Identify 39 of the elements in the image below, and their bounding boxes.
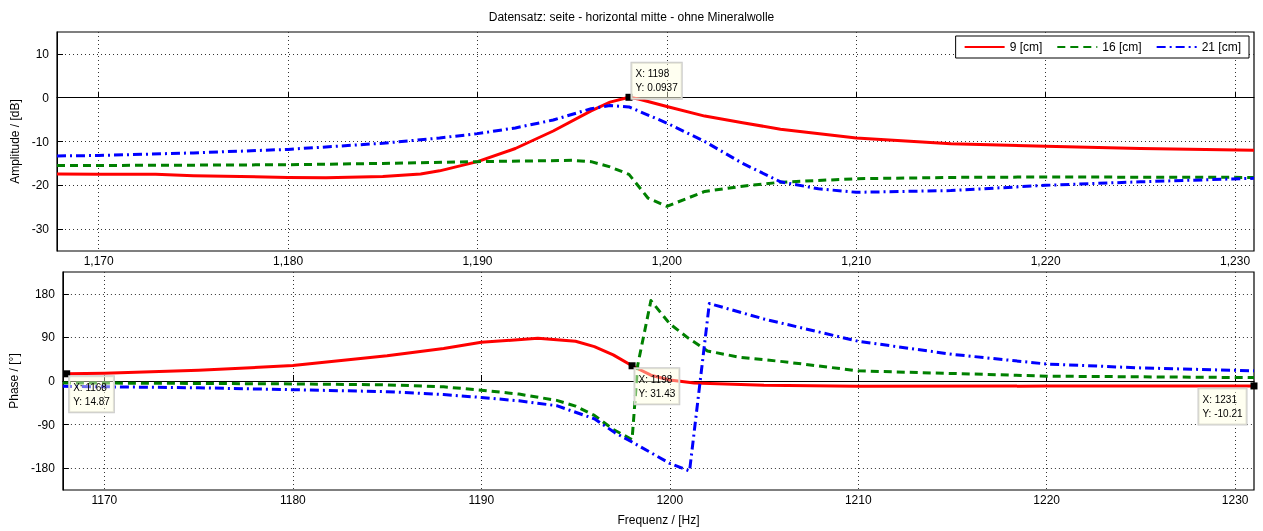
chart-title: Datensatz: seite - horizontal mitte - ohne Mineralwolle bbox=[488, 10, 775, 24]
annotation: X: 1198 Y: 0.0937 bbox=[635, 68, 679, 94]
x-tick-label: 1200 bbox=[656, 493, 684, 507]
x-tick-label: 1,200 bbox=[651, 254, 683, 268]
x-tick-label: 1180 bbox=[279, 493, 307, 507]
y-tick-label: -90 bbox=[37, 417, 56, 432]
x-tick-label: 1170 bbox=[91, 493, 118, 507]
y-tick-label: 0 bbox=[42, 90, 50, 105]
x-tick-label: 1210 bbox=[844, 493, 872, 507]
x-tick-label: 1,170 bbox=[83, 254, 115, 268]
x-tick-label: 1,180 bbox=[273, 254, 304, 268]
legend-label: 16 [cm] bbox=[1102, 40, 1142, 54]
line-series bbox=[55, 104, 1256, 194]
y-tick-label: -30 bbox=[31, 222, 50, 237]
annotation: X: 1198 Y: 31.43 bbox=[638, 373, 676, 399]
legend-label: 21 [cm] bbox=[1201, 40, 1242, 54]
y-tick-label: 90 bbox=[41, 330, 56, 345]
line-series bbox=[61, 299, 1256, 442]
annotation: X: 1231 Y: -10.21 bbox=[1202, 393, 1243, 419]
legend-label: 9 [cm] bbox=[1009, 40, 1043, 54]
x-axis-title: Frequenz / [Hz] bbox=[617, 513, 700, 527]
line-series bbox=[61, 301, 1256, 473]
annotation: X: 1168 Y: 14.87 bbox=[73, 381, 111, 407]
x-tick-label: 1190 bbox=[468, 493, 495, 507]
x-tick-label: 1,230 bbox=[1220, 254, 1251, 268]
y-tick-label: -10 bbox=[31, 134, 50, 149]
y-tick-label: 180 bbox=[34, 286, 56, 301]
x-tick-label: 1,210 bbox=[841, 254, 872, 268]
y-tick-label: 10 bbox=[35, 46, 50, 61]
y-tick-label: -20 bbox=[31, 178, 50, 193]
y-axis-title: Amplitude / [dB] bbox=[7, 99, 22, 184]
y-axis-title: Phase / [°] bbox=[7, 353, 21, 409]
y-tick-label: -180 bbox=[30, 461, 56, 476]
y-tick-label: 0 bbox=[48, 374, 56, 388]
x-tick-label: 1,220 bbox=[1030, 254, 1061, 268]
x-tick-label: 1230 bbox=[1221, 493, 1249, 507]
x-tick-label: 1,190 bbox=[462, 254, 493, 268]
line-series bbox=[55, 158, 1256, 208]
x-tick-label: 1220 bbox=[1033, 493, 1061, 507]
